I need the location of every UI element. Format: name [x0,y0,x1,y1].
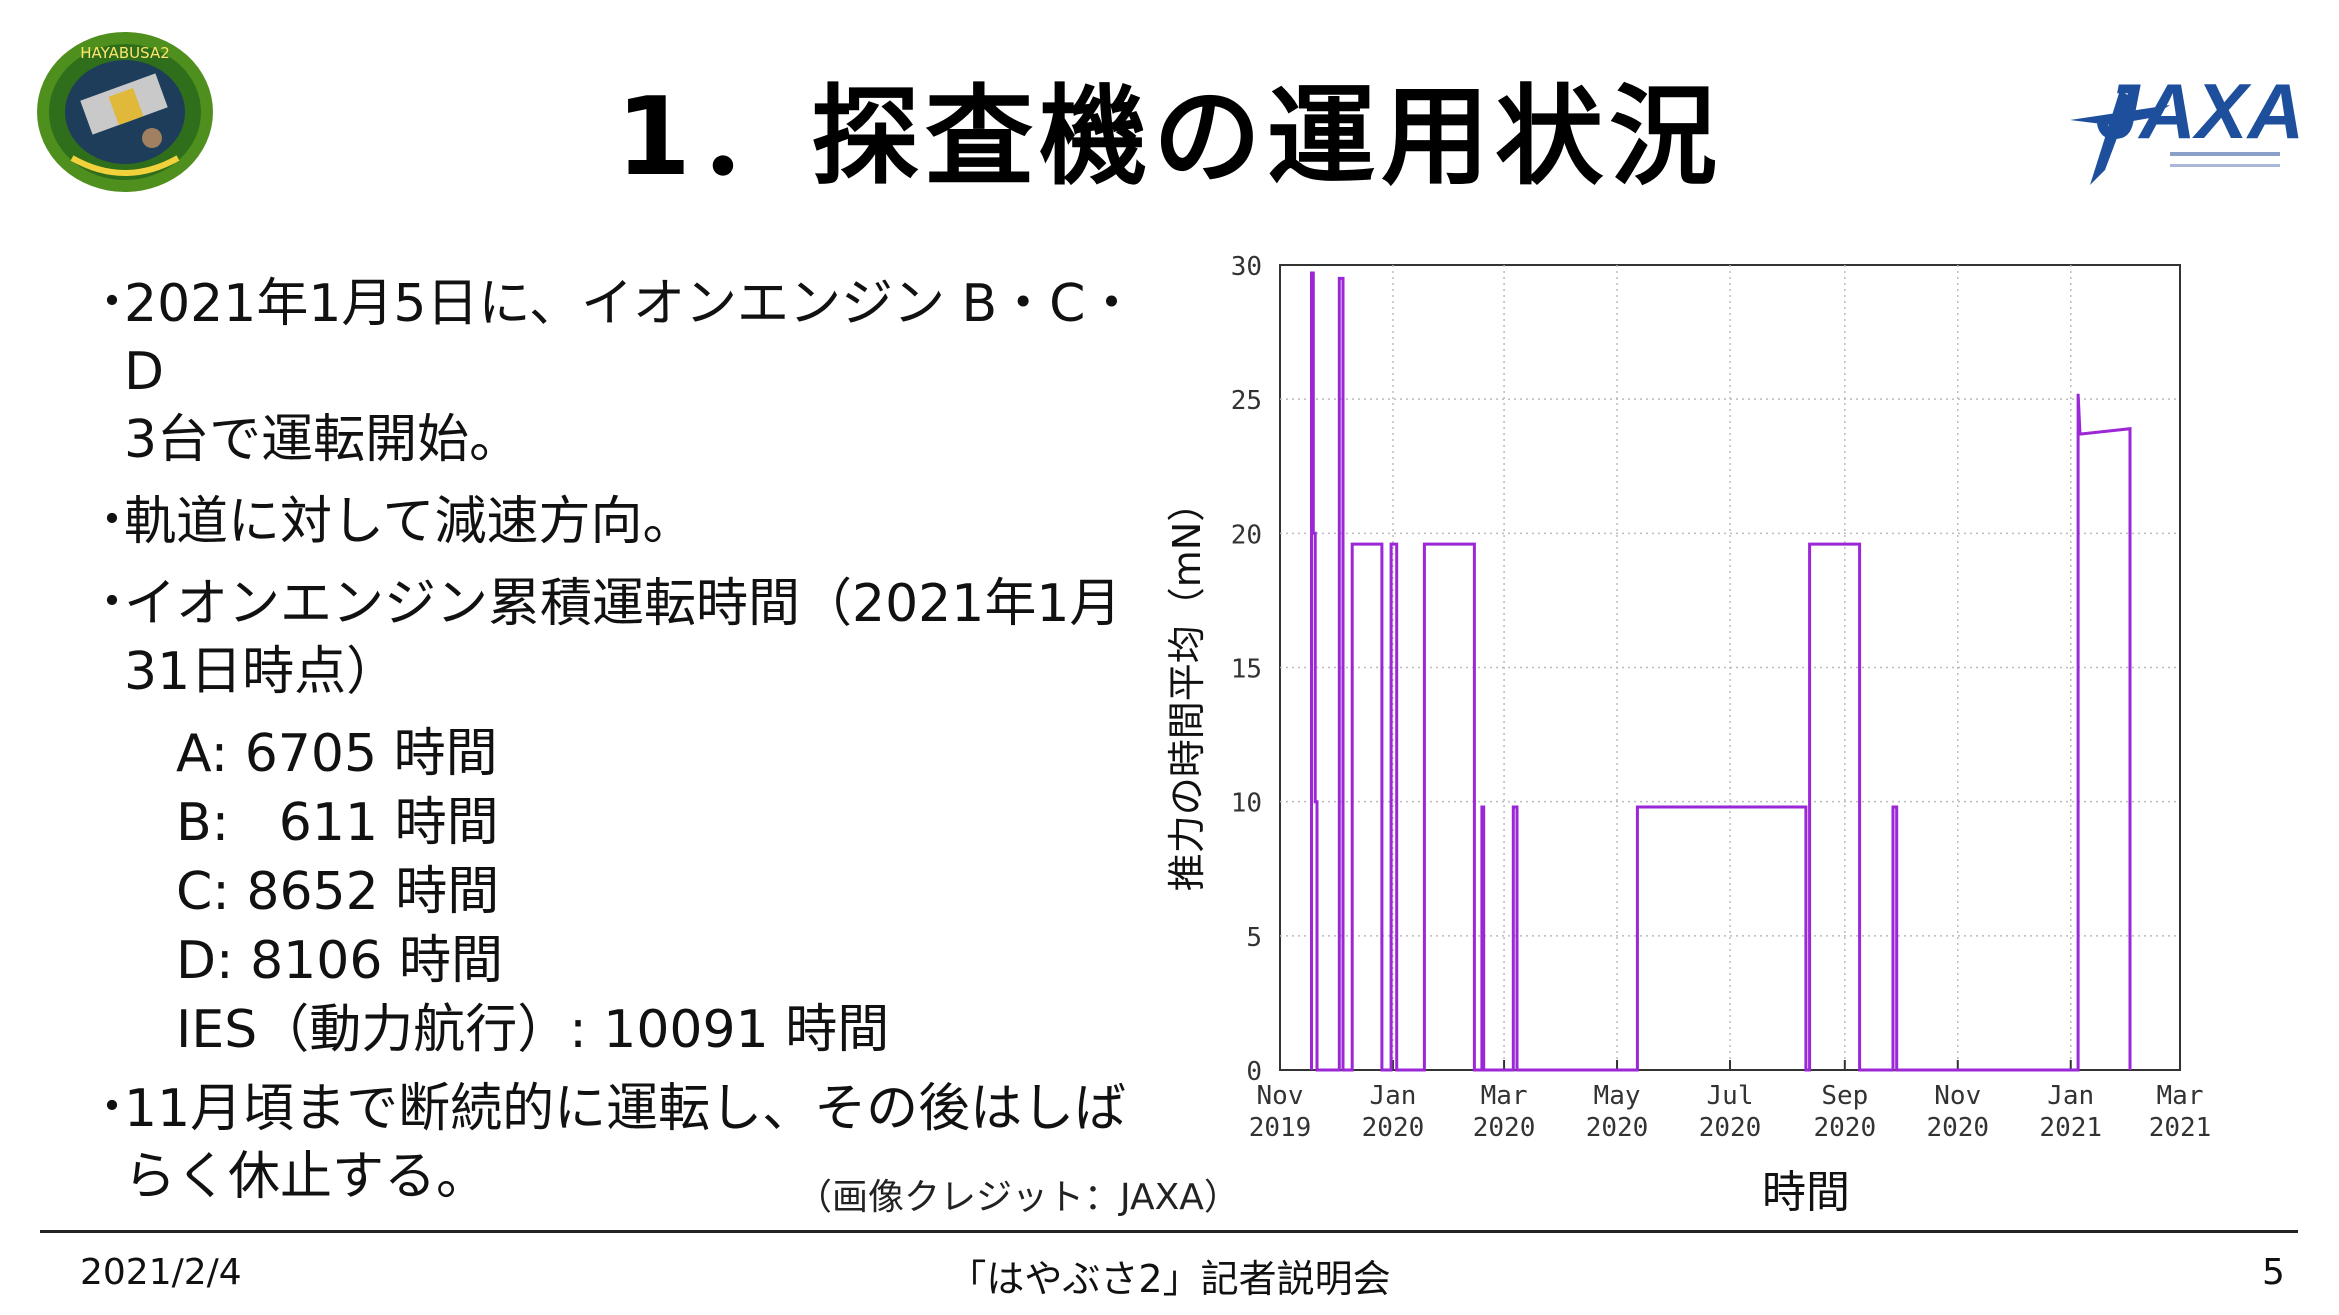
hours-key: IES（動力航行）: [176,1000,604,1060]
bullet-marker: ・ [88,274,137,330]
x-tick-label-year: 2021 [2149,1113,2212,1143]
thrust-series-line [1310,271,2132,1072]
x-tick-label-month: Jan [1369,1081,1416,1111]
hours-value: 611 時間 [278,793,499,853]
x-tick-label-year: 2020 [1926,1113,1989,1143]
hayabusa2-mission-logo: HAYABUSA2 [37,32,213,192]
hours-key: C: [176,862,247,922]
hours-key: D: [176,931,251,991]
y-tick-label: 15 [1231,655,1262,685]
bullet-marker: ・ [88,1079,137,1135]
footer-divider [40,1230,2298,1233]
bullet-marker: ・ [88,574,137,630]
bullet-text: らく休止する。 [124,1147,489,1207]
hours-row-d: D: 8106 時間 [176,927,1148,996]
x-tick-label-month: Jan [2047,1081,2094,1111]
hours-value: 8106 時間 [250,931,503,991]
x-tick-label-month: Mar [1481,1081,1528,1111]
image-credit: （画像クレジット：JAXA） [796,1177,1240,1218]
hours-row-a: A: 6705 時間 [176,720,1148,789]
series-layer [1310,271,2132,1072]
x-tick-label-year: 2019 [1249,1113,1312,1143]
bullet-list: ・ 2021年1月5日に、イオンエンジン B・C・D 3台で運転開始。 ・ 軌道… [88,270,1148,1225]
x-tick-label-year: 2020 [1362,1113,1425,1143]
y-tick-label: 5 [1246,923,1262,953]
grid-layer [1280,265,2180,1070]
mission-logo-text: HAYABUSA2 [80,44,170,62]
x-tick-label-year: 2020 [1699,1113,1762,1143]
x-tick-label-month: Sep [1821,1081,1868,1111]
x-tick-label-month: Jul [1707,1081,1754,1111]
bullet-item: ・ 軌道に対して減速方向。 [88,488,1148,556]
hours-value: 10091 時間 [603,1000,890,1060]
x-tick-label-year: 2020 [1473,1113,1536,1143]
footer-date: 2021/2/4 [80,1252,242,1293]
hours-key: A: [176,724,245,784]
hours-value: 6705 時間 [244,724,498,784]
y-tick-label: 20 [1231,520,1262,550]
bullet-text: イオンエンジン累積運転時間（2021年1月 [124,574,1122,634]
x-tick-label-month: Nov [1257,1081,1304,1111]
x-tick-label-month: Nov [1934,1081,1981,1111]
hours-row-b: B: 611 時間 [176,789,1148,858]
jaxa-logo: JAXA [2070,67,2300,185]
x-tick-label-year: 2020 [1586,1113,1649,1143]
x-tick-label-month: Mar [2157,1081,2204,1111]
thrust-chart-svg: 051015202530Nov2019Jan2020Mar2020May2020… [1165,252,2212,1143]
bullet-text: 2021年1月5日に、イオンエンジン B・C・D [124,274,1138,402]
hours-key: B: [176,793,279,853]
bullet-text: 3台で運転開始。 [124,410,522,470]
y-tick-label: 25 [1231,386,1262,416]
bullet-item: ・ イオンエンジン累積運転時間（2021年1月 31日時点） [88,570,1148,706]
x-axis-label: 時間 [1762,1167,1850,1218]
bullet-text: 31日時点） [124,642,399,702]
page-title: 1．探査機の運用状況 [615,75,1724,200]
operation-hours-list: A: 6705 時間 B: 611 時間 C: 8652 時間 D: 8106 … [176,720,1148,1065]
hours-value: 8652 時間 [246,862,500,922]
x-tick-label-month: May [1594,1081,1641,1111]
x-tick-label-year: 2021 [2039,1113,2102,1143]
bullet-marker: ・ [88,492,137,548]
bullet-text: 軌道に対して減速方向。 [124,492,695,552]
thrust-chart: 0 5 10 15 20 25 30 Nov 2019 Jan 2020 Mar 2020 May 2020… [1150,240,2240,1160]
hours-row-c: C: 8652 時間 [176,858,1148,927]
page-number: 5 [2262,1252,2285,1293]
y-tick-label: 0 [1246,1057,1262,1087]
bullet-item: ・ 2021年1月5日に、イオンエンジン B・C・D 3台で運転開始。 [88,270,1148,474]
footer-event-title: 「はやぶさ2」記者説明会 [948,1257,1391,1301]
ticks-layer: 051015202530Nov2019Jan2020Mar2020May2020… [1231,252,2212,1143]
hours-row-ies: IES（動力航行）: 10091 時間 [176,996,1148,1065]
y-axis-label: 推力の時間平均（mN） [1165,484,1209,891]
y-tick-label: 30 [1231,252,1262,282]
bullet-text: 11月頃まで断続的に運転し、その後はしば [124,1079,1127,1139]
x-tick-label-year: 2020 [1814,1113,1877,1143]
jaxa-logo-text: JAXA [2096,67,2300,155]
bullet-item: ・ 11月頃まで断続的に運転し、その後はしば らく休止する。 [88,1075,1148,1211]
y-tick-label: 10 [1231,789,1262,819]
